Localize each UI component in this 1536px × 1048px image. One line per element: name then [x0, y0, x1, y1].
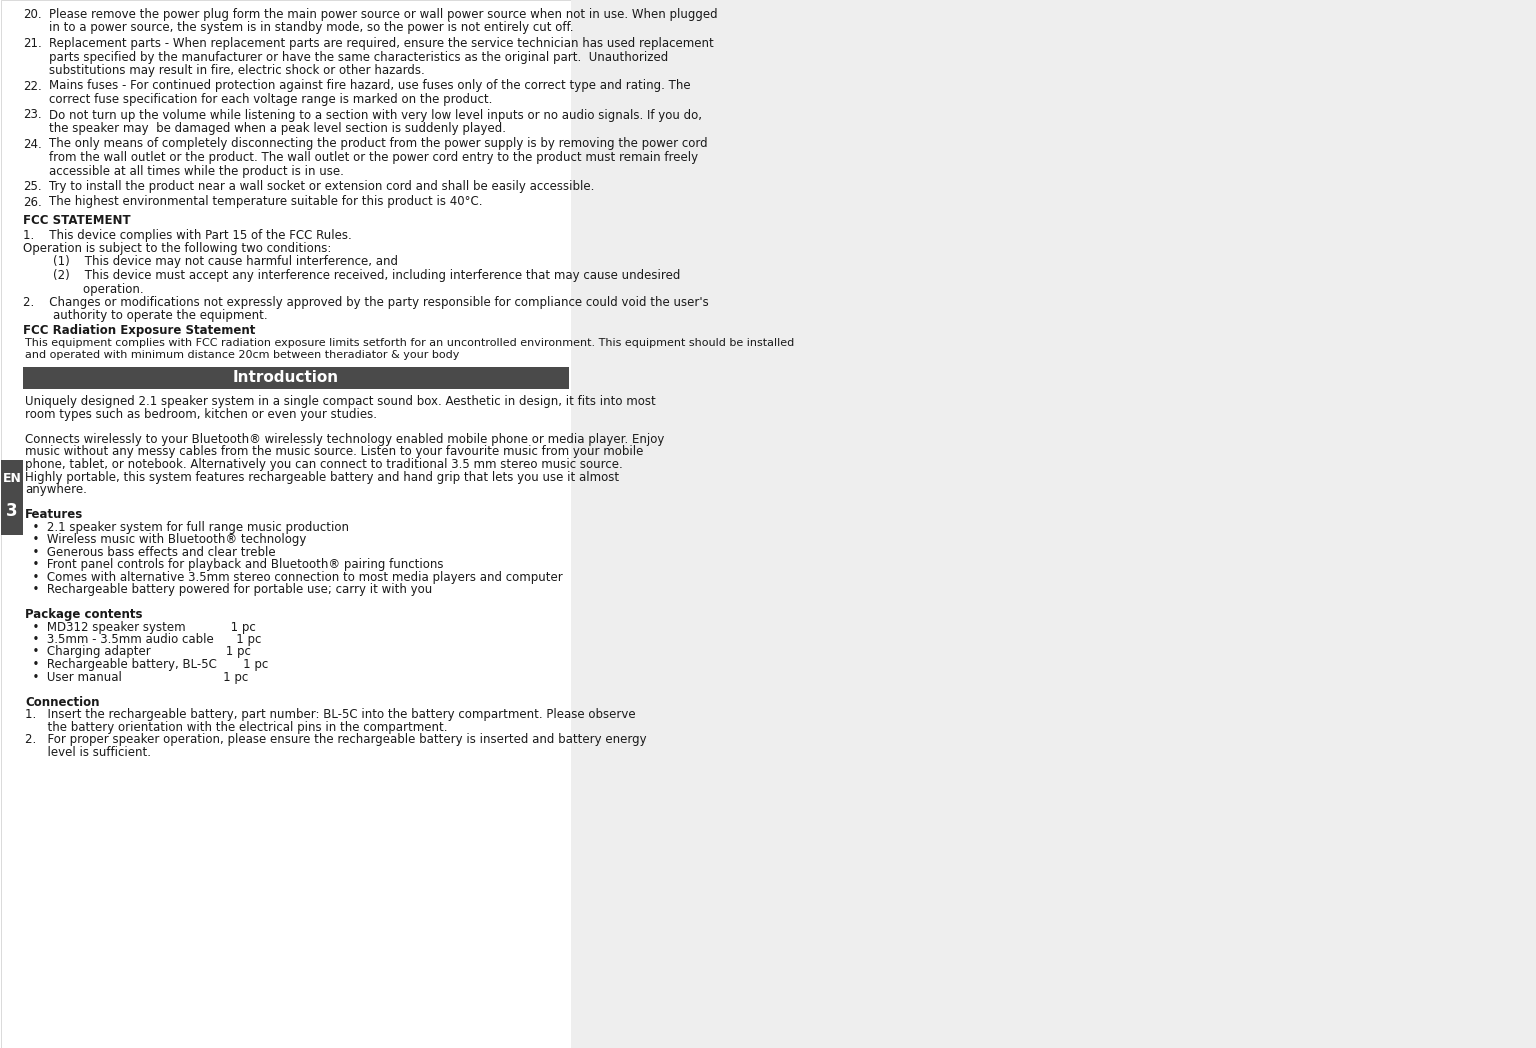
Text: the battery orientation with the electrical pins in the compartment.: the battery orientation with the electri…	[25, 721, 447, 734]
Text: This equipment complies with FCC radiation exposure limits setforth for an uncon: This equipment complies with FCC radiati…	[25, 337, 794, 348]
Text: accessible at all times while the product is in use.: accessible at all times while the produc…	[49, 165, 344, 177]
Text: •  3.5mm - 3.5mm audio cable      1 pc: • 3.5mm - 3.5mm audio cable 1 pc	[25, 633, 261, 646]
Text: room types such as bedroom, kitchen or even your studies.: room types such as bedroom, kitchen or e…	[25, 408, 376, 421]
Text: from the wall outlet or the product. The wall outlet or the power cord entry to : from the wall outlet or the product. The…	[49, 151, 697, 163]
Text: 22.: 22.	[23, 80, 41, 92]
Text: 23.: 23.	[23, 109, 41, 122]
Text: •  Comes with alternative 3.5mm stereo connection to most media players and comp: • Comes with alternative 3.5mm stereo co…	[25, 570, 562, 584]
FancyBboxPatch shape	[570, 0, 1536, 1048]
Text: anywhere.: anywhere.	[25, 483, 86, 496]
Text: and operated with minimum distance 20cm between theradiator & your body: and operated with minimum distance 20cm …	[25, 350, 459, 361]
Text: 25.: 25.	[23, 180, 41, 193]
Text: Features: Features	[25, 508, 83, 521]
Text: Highly portable, this system features rechargeable battery and hand grip that le: Highly portable, this system features re…	[25, 471, 619, 483]
Text: level is sufficient.: level is sufficient.	[25, 745, 151, 759]
Text: (1)    This device may not cause harmful interference, and: (1) This device may not cause harmful in…	[23, 256, 398, 268]
Text: 1.    This device complies with Part 15 of the FCC Rules.: 1. This device complies with Part 15 of …	[23, 228, 352, 241]
FancyBboxPatch shape	[2, 460, 23, 534]
Text: Do not turn up the volume while listening to a section with very low level input: Do not turn up the volume while listenin…	[49, 109, 702, 122]
Text: FCC STATEMENT: FCC STATEMENT	[23, 214, 131, 227]
Text: correct fuse specification for each voltage range is marked on the product.: correct fuse specification for each volt…	[49, 93, 492, 106]
Text: 24.: 24.	[23, 137, 41, 151]
Text: FCC Radiation Exposure Statement: FCC Radiation Exposure Statement	[23, 324, 255, 337]
Text: The highest environmental temperature suitable for this product is 40°C.: The highest environmental temperature su…	[49, 196, 482, 209]
Text: 26.: 26.	[23, 196, 41, 209]
Text: •  Rechargeable battery powered for portable use; carry it with you: • Rechargeable battery powered for porta…	[25, 583, 432, 596]
Text: •  Charging adapter                    1 pc: • Charging adapter 1 pc	[25, 646, 250, 658]
Text: •  Generous bass effects and clear treble: • Generous bass effects and clear treble	[25, 546, 275, 559]
Text: 20.: 20.	[23, 8, 41, 21]
Text: Operation is subject to the following two conditions:: Operation is subject to the following tw…	[23, 242, 332, 255]
Text: 1.   Insert the rechargeable battery, part number: BL-5C into the battery compar: 1. Insert the rechargeable battery, part…	[25, 708, 636, 721]
Text: •  MD312 speaker system            1 pc: • MD312 speaker system 1 pc	[25, 620, 255, 633]
Text: Try to install the product near a wall socket or extension cord and shall be eas: Try to install the product near a wall s…	[49, 180, 594, 193]
FancyBboxPatch shape	[23, 367, 568, 389]
Text: Uniquely designed 2.1 speaker system in a single compact sound box. Aesthetic in: Uniquely designed 2.1 speaker system in …	[25, 395, 656, 409]
Text: Package contents: Package contents	[25, 608, 143, 621]
Text: Replacement parts - When replacement parts are required, ensure the service tech: Replacement parts - When replacement par…	[49, 37, 714, 50]
Text: •  Front panel controls for playback and Bluetooth® pairing functions: • Front panel controls for playback and …	[25, 558, 444, 571]
Text: Introduction: Introduction	[232, 370, 339, 385]
Text: 3: 3	[6, 502, 18, 520]
Text: operation.: operation.	[23, 283, 143, 296]
Text: Connects wirelessly to your Bluetooth® wirelessly technology enabled mobile phon: Connects wirelessly to your Bluetooth® w…	[25, 433, 664, 446]
Text: parts specified by the manufacturer or have the same characteristics as the orig: parts specified by the manufacturer or h…	[49, 50, 668, 64]
FancyBboxPatch shape	[2, 0, 570, 1048]
Text: 21.: 21.	[23, 37, 41, 50]
Text: Mains fuses - For continued protection against fire hazard, use fuses only of th: Mains fuses - For continued protection a…	[49, 80, 691, 92]
Text: music without any messy cables from the music source. Listen to your favourite m: music without any messy cables from the …	[25, 445, 644, 459]
Text: The only means of completely disconnecting the product from the power supply is : The only means of completely disconnecti…	[49, 137, 708, 151]
Text: •  Rechargeable battery, BL-5C       1 pc: • Rechargeable battery, BL-5C 1 pc	[25, 658, 269, 671]
Text: authority to operate the equipment.: authority to operate the equipment.	[23, 309, 267, 323]
Text: (2)    This device must accept any interference received, including interference: (2) This device must accept any interfer…	[23, 269, 680, 282]
Text: in to a power source, the system is in standby mode, so the power is not entirel: in to a power source, the system is in s…	[49, 22, 573, 35]
Text: phone, tablet, or notebook. Alternatively you can connect to traditional 3.5 mm : phone, tablet, or notebook. Alternativel…	[25, 458, 622, 471]
Text: 2.    Changes or modifications not expressly approved by the party responsible f: 2. Changes or modifications not expressl…	[23, 296, 708, 309]
Text: the speaker may  be damaged when a peak level section is suddenly played.: the speaker may be damaged when a peak l…	[49, 122, 505, 135]
Text: 2.   For proper speaker operation, please ensure the rechargeable battery is ins: 2. For proper speaker operation, please …	[25, 733, 647, 746]
Text: •  2.1 speaker system for full range music production: • 2.1 speaker system for full range musi…	[25, 521, 349, 533]
Text: Connection: Connection	[25, 696, 100, 708]
Text: •  User manual                           1 pc: • User manual 1 pc	[25, 671, 249, 683]
Text: substitutions may result in fire, electric shock or other hazards.: substitutions may result in fire, electr…	[49, 64, 424, 77]
Text: Please remove the power plug form the main power source or wall power source whe: Please remove the power plug form the ma…	[49, 8, 717, 21]
Text: EN: EN	[3, 472, 22, 485]
Text: •  Wireless music with Bluetooth® technology: • Wireless music with Bluetooth® technol…	[25, 533, 306, 546]
